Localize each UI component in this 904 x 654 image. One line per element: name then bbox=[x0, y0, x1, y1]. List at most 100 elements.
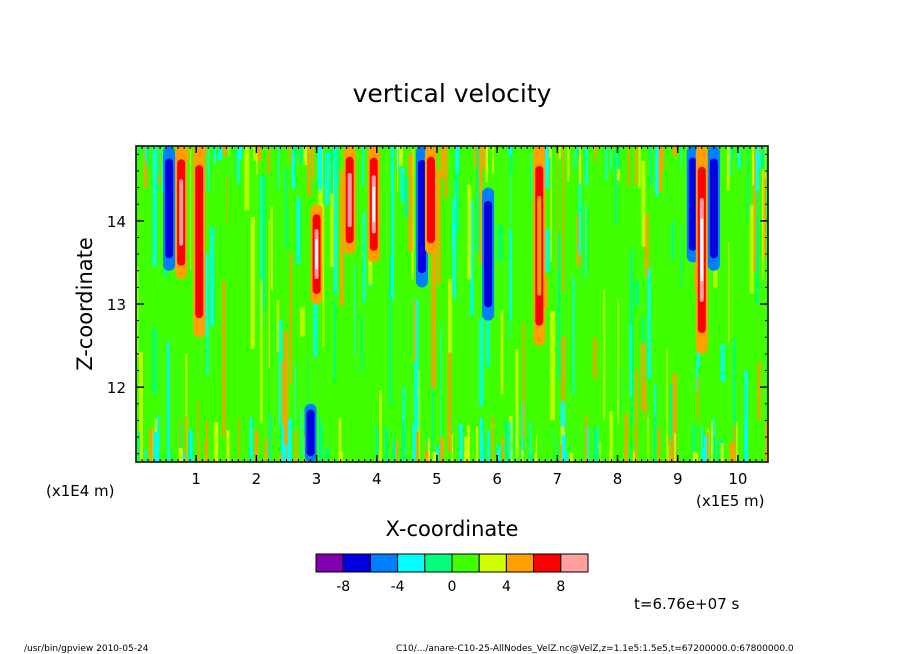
field-streak bbox=[396, 146, 399, 192]
field-streak bbox=[413, 301, 416, 363]
field-streak bbox=[706, 431, 709, 462]
field-streak bbox=[440, 437, 444, 462]
field-streak bbox=[182, 452, 186, 462]
field-feature bbox=[419, 181, 424, 253]
field-streak bbox=[703, 435, 707, 462]
field-streak bbox=[307, 146, 311, 196]
field-streak bbox=[729, 441, 734, 462]
field-streak bbox=[497, 224, 503, 262]
field-streak bbox=[322, 204, 325, 347]
field-streak bbox=[264, 438, 268, 462]
field-streak bbox=[260, 176, 263, 325]
field-feature bbox=[537, 195, 542, 296]
field-streak bbox=[333, 300, 337, 382]
field-streak bbox=[319, 422, 323, 462]
field-streak bbox=[249, 418, 253, 462]
field-streak bbox=[317, 146, 320, 184]
field-streak bbox=[561, 435, 566, 462]
field-streak bbox=[279, 453, 282, 462]
field-streak bbox=[391, 146, 395, 300]
field-streak bbox=[756, 217, 760, 305]
field-streak bbox=[447, 351, 452, 453]
field-streak bbox=[627, 146, 630, 187]
x-tick-label: 7 bbox=[553, 470, 563, 488]
field-streak bbox=[672, 146, 677, 157]
field-streak bbox=[504, 421, 509, 462]
field-streak bbox=[544, 278, 549, 308]
field-streak bbox=[375, 426, 379, 462]
field-streak bbox=[360, 314, 364, 372]
x-tick-label: 6 bbox=[492, 470, 502, 488]
chart-title: vertical velocity bbox=[353, 79, 552, 108]
field-feature bbox=[486, 220, 491, 288]
field-streak bbox=[500, 311, 504, 395]
field-streak bbox=[545, 146, 549, 189]
field-streak bbox=[184, 415, 187, 462]
x-tick-label: 1 bbox=[191, 470, 201, 488]
field-streak bbox=[270, 206, 273, 291]
field-streak bbox=[152, 327, 157, 395]
field-streak bbox=[479, 418, 484, 462]
field-streak bbox=[187, 146, 189, 163]
field-streak bbox=[578, 146, 582, 255]
field-streak bbox=[312, 146, 315, 178]
field-streak bbox=[594, 146, 597, 158]
field-streak bbox=[624, 413, 628, 462]
field-streak bbox=[753, 151, 758, 272]
field-streak bbox=[674, 433, 676, 462]
field-streak bbox=[696, 377, 699, 419]
field-streak bbox=[737, 146, 741, 169]
field-streak bbox=[431, 351, 434, 462]
field-streak bbox=[746, 146, 749, 221]
x-axis-unit: (x1E5 m) bbox=[696, 492, 765, 510]
y-axis-ticks: 12 13 14 bbox=[107, 153, 768, 455]
field-streak bbox=[228, 146, 230, 155]
field-streak bbox=[487, 430, 490, 462]
field-streak bbox=[260, 279, 263, 424]
field-streak bbox=[178, 447, 183, 462]
y-axis-label: Z-coordinate bbox=[73, 237, 97, 371]
field-streak bbox=[295, 363, 297, 462]
field-streak bbox=[558, 146, 561, 159]
field-streak bbox=[562, 146, 565, 293]
field-streak bbox=[655, 146, 659, 196]
field-streak bbox=[179, 419, 181, 462]
field-streak bbox=[545, 229, 550, 272]
field-streak bbox=[459, 424, 463, 462]
field-streak bbox=[474, 146, 477, 168]
field-streak bbox=[226, 176, 228, 224]
field-streak bbox=[391, 146, 393, 179]
field-streak bbox=[605, 146, 608, 180]
field-streak bbox=[337, 146, 339, 186]
field-streak bbox=[479, 318, 484, 407]
x-tick-label: 9 bbox=[673, 470, 683, 488]
field-streak bbox=[720, 443, 724, 462]
field-streak bbox=[205, 257, 208, 335]
field-streak bbox=[362, 146, 365, 187]
field-streak bbox=[658, 146, 663, 192]
field-streak bbox=[745, 420, 748, 462]
field-streak bbox=[213, 146, 217, 164]
y-tick-label: 12 bbox=[107, 379, 126, 397]
field-streak bbox=[693, 453, 698, 462]
field-streak bbox=[727, 242, 730, 343]
field-streak bbox=[436, 445, 439, 462]
field-streak bbox=[440, 325, 442, 454]
footer-left: /usr/bin/gpview 2010-05-24 bbox=[24, 644, 149, 654]
field-streak bbox=[509, 229, 512, 319]
field-streak bbox=[238, 146, 242, 160]
field-streak bbox=[400, 167, 405, 203]
field-streak bbox=[632, 451, 635, 462]
x-tick-label: 10 bbox=[728, 470, 747, 488]
field-streak bbox=[593, 337, 597, 379]
field-streak bbox=[695, 361, 699, 392]
field-streak bbox=[222, 281, 226, 437]
field-streak bbox=[578, 146, 582, 184]
field-streak bbox=[291, 146, 296, 189]
field-feature bbox=[700, 218, 704, 282]
field-streak bbox=[609, 411, 613, 462]
field-streak bbox=[362, 212, 366, 303]
field-streak bbox=[761, 146, 764, 280]
field-streak bbox=[330, 162, 334, 267]
